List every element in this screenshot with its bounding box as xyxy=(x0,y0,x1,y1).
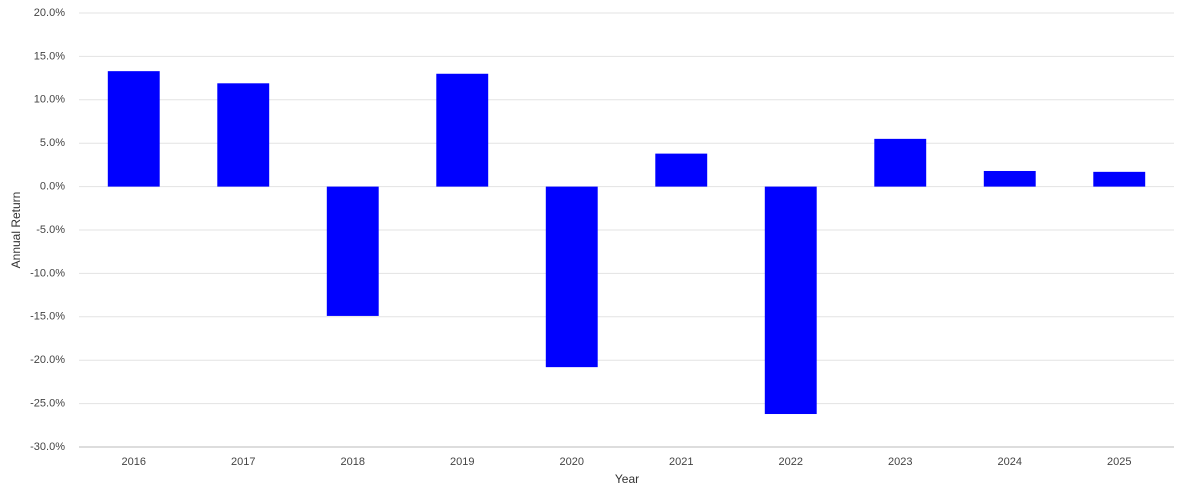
y-tick-label: 5.0% xyxy=(40,137,65,149)
bar xyxy=(545,186,598,368)
bar xyxy=(655,153,708,187)
bar xyxy=(217,83,270,187)
y-tick-label: -5.0% xyxy=(36,224,65,236)
x-tick-label: 2023 xyxy=(888,456,912,468)
bar xyxy=(107,71,160,187)
y-tick-label: -30.0% xyxy=(30,441,65,453)
x-tick-label: 2017 xyxy=(231,456,255,468)
x-tick-label: 2025 xyxy=(1107,456,1131,468)
y-tick-label: 20.0% xyxy=(34,7,65,19)
y-axis-title: Annual Return xyxy=(9,192,23,269)
x-tick-label: 2022 xyxy=(779,456,803,468)
bar xyxy=(764,186,817,415)
y-tick-label: -10.0% xyxy=(30,267,65,279)
bar xyxy=(1093,171,1146,187)
x-tick-label: 2021 xyxy=(669,456,693,468)
bar xyxy=(983,170,1036,187)
x-tick-label: 2024 xyxy=(998,456,1022,468)
x-axis-title: Year xyxy=(615,472,639,486)
x-tick-label: 2020 xyxy=(560,456,584,468)
bar xyxy=(874,138,927,187)
y-tick-label: -15.0% xyxy=(30,311,65,323)
x-tick-label: 2018 xyxy=(341,456,365,468)
y-tick-label: -25.0% xyxy=(30,398,65,410)
y-tick-label: 15.0% xyxy=(34,50,65,62)
y-tick-label: -20.0% xyxy=(30,354,65,366)
bar xyxy=(436,73,489,187)
y-tick-label: 10.0% xyxy=(34,94,65,106)
x-tick-label: 2016 xyxy=(122,456,146,468)
y-tick-label: 0.0% xyxy=(40,181,65,193)
x-tick-label: 2019 xyxy=(450,456,474,468)
bar xyxy=(326,186,379,316)
